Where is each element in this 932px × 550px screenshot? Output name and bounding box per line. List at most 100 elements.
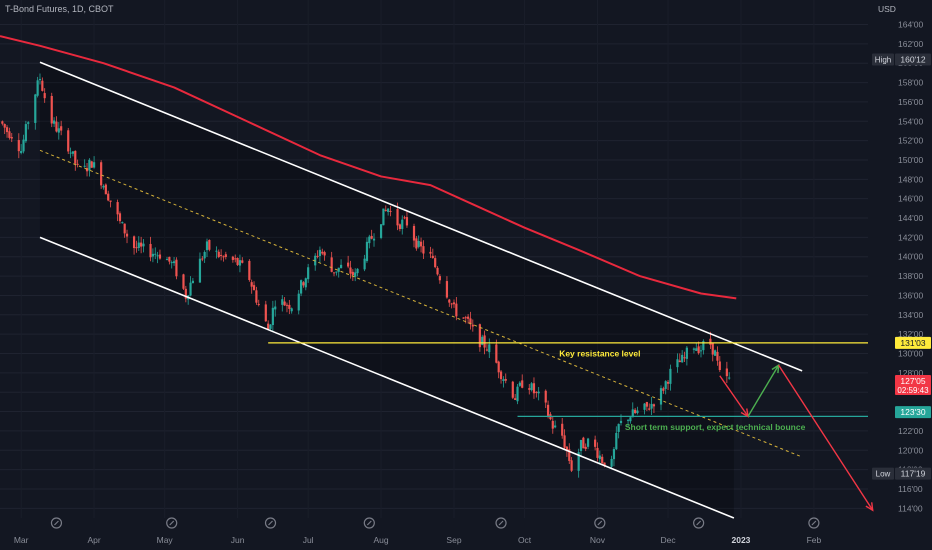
projection-down-arrow[interactable] [719, 375, 749, 417]
candle [528, 388, 531, 390]
candle [121, 222, 124, 224]
channel-lower-line[interactable] [39, 236, 735, 519]
dividend-event-icon-mark [696, 520, 702, 526]
candle [532, 383, 536, 394]
candle [565, 446, 569, 452]
y-tick-label: 116'00 [898, 484, 923, 494]
candle [22, 139, 25, 152]
x-tick-label: Oct [518, 535, 532, 545]
dividend-event-icon[interactable] [693, 517, 705, 529]
y-tick-label: 132'00 [898, 329, 924, 339]
price-label-text: 127'05 [900, 376, 926, 386]
candle [123, 223, 126, 234]
x-tick-label: Aug [374, 535, 389, 545]
candle [354, 272, 357, 277]
candle [438, 276, 441, 281]
candle [685, 347, 688, 359]
candle [652, 404, 656, 407]
candle [231, 256, 234, 260]
projection-drop-arrow[interactable] [778, 364, 874, 511]
y-tick-label: 134'00 [898, 310, 924, 320]
candle [431, 255, 434, 258]
candle [596, 447, 599, 458]
candle [137, 242, 140, 248]
candle [551, 420, 554, 429]
candle [217, 251, 220, 257]
candle [132, 236, 136, 249]
dividend-event-icon[interactable] [166, 517, 178, 529]
price-label-red [895, 374, 931, 395]
candle [577, 452, 580, 471]
channel-midline[interactable] [39, 149, 803, 458]
price-tag-low: Low [876, 470, 891, 479]
candle [24, 124, 27, 142]
candle [436, 267, 439, 275]
candle [629, 417, 632, 422]
candle [252, 285, 256, 291]
candle [584, 446, 587, 449]
candle [318, 249, 322, 257]
candle [417, 240, 420, 247]
candle [1, 121, 4, 124]
dividend-event-icon[interactable] [594, 517, 606, 529]
price-tag-box [872, 467, 894, 480]
candle [182, 274, 185, 289]
y-tick-label: 158'00 [898, 78, 924, 88]
candle [224, 254, 227, 257]
candle [201, 258, 204, 260]
candle [615, 432, 618, 450]
candle [88, 159, 91, 171]
resistance-annotation: Key resistance level [559, 349, 640, 359]
dividend-event-icon-mark [268, 520, 273, 526]
candle [716, 351, 719, 361]
y-tick-label: 122'00 [898, 426, 924, 436]
candle [356, 268, 359, 274]
candle [203, 252, 206, 259]
candle [711, 343, 714, 355]
candle [648, 408, 651, 410]
candle [521, 380, 524, 388]
candle [339, 264, 343, 269]
candle [135, 247, 138, 249]
candle [645, 402, 648, 407]
candle [172, 261, 176, 264]
candle [535, 391, 538, 393]
candle [495, 344, 498, 363]
dividend-event-icon[interactable] [363, 517, 375, 529]
candle [681, 354, 684, 363]
channel-upper-line[interactable] [39, 61, 803, 372]
candle [561, 423, 564, 436]
candle [53, 120, 56, 124]
y-tick-label: 140'00 [898, 252, 924, 262]
candle [255, 290, 258, 303]
price-label-text: 131'03 [900, 338, 926, 348]
dividend-event-icon[interactable] [495, 517, 507, 529]
candle [504, 379, 507, 381]
y-tick-label: 162'00 [898, 39, 924, 49]
dividend-event-icon[interactable] [50, 517, 63, 529]
x-tick-label: Nov [590, 535, 606, 545]
candle [365, 241, 369, 262]
candle [568, 449, 571, 461]
candle [412, 225, 416, 241]
dividend-event-icon[interactable] [808, 517, 820, 529]
candle [643, 403, 646, 410]
dividend-event-icon[interactable] [264, 517, 277, 529]
candle [71, 151, 75, 154]
candle [347, 262, 350, 267]
candle [208, 239, 211, 250]
moving-average [0, 35, 737, 300]
y-tick-label: 130'00 [898, 349, 924, 359]
candle [267, 323, 270, 330]
candle [419, 241, 423, 247]
candle [175, 259, 178, 277]
candle [396, 209, 399, 226]
countdown-label: 02:59:43 [897, 386, 929, 395]
candle [368, 236, 371, 244]
candle [372, 238, 376, 241]
candle [36, 80, 39, 96]
candle [497, 361, 500, 373]
time-axis: Mar Apr May Jun Jul Aug Sep Oct Nov Dec 2023 Feb [14, 517, 821, 545]
projection-up-arrow[interactable] [747, 364, 780, 417]
